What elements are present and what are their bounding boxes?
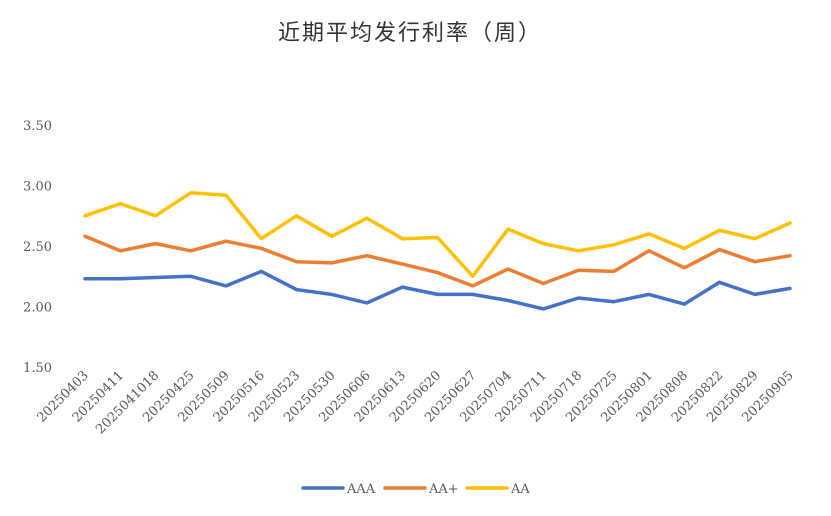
data-point [542, 307, 545, 311]
data-point [788, 221, 792, 225]
x-axis: 2025040320250411202504101820250425202505… [34, 368, 796, 437]
data-point [436, 271, 439, 274]
y-tick-label: 2.00 [23, 301, 52, 316]
data-point [154, 214, 157, 217]
data-point [542, 242, 545, 245]
series-layer [83, 191, 792, 311]
data-point [401, 262, 404, 266]
data-point [330, 235, 333, 238]
legend-label: AA [510, 482, 530, 497]
data-point [753, 260, 756, 263]
data-point [119, 277, 122, 280]
data-point [224, 284, 228, 288]
legend-label: AAA [346, 482, 376, 497]
data-point [365, 301, 369, 305]
data-point [154, 242, 157, 245]
data-point [683, 302, 686, 306]
data-point [471, 284, 474, 288]
data-point [260, 237, 263, 240]
data-point [436, 236, 439, 239]
data-point [401, 237, 404, 240]
data-point [788, 254, 792, 257]
y-axis: 1.50 2.00 2.50 3.00 3.50 [23, 119, 52, 376]
legend: AAA AA+ AA [301, 482, 530, 497]
data-point [718, 229, 721, 232]
data-point [753, 237, 756, 240]
data-point [506, 299, 510, 302]
data-point [542, 282, 545, 285]
data-point [471, 275, 474, 278]
data-point [83, 235, 87, 238]
data-point [295, 260, 298, 263]
data-point [612, 243, 615, 246]
data-point [295, 214, 298, 217]
data-point [295, 288, 298, 291]
data-point [189, 191, 192, 194]
y-tick-label: 1.50 [23, 361, 52, 376]
data-point [189, 249, 192, 253]
data-point [647, 249, 651, 253]
data-point [577, 249, 580, 253]
data-point [753, 293, 756, 296]
data-point [718, 281, 721, 284]
data-point [189, 275, 192, 278]
data-point [260, 247, 263, 250]
series-line-aa [83, 191, 792, 279]
data-point [683, 247, 686, 250]
data-point [612, 300, 615, 303]
y-tick-label: 3.50 [23, 119, 52, 134]
data-point [224, 193, 228, 197]
chart-title: 近期平均发行利率（周） [278, 21, 542, 46]
data-point [83, 277, 87, 280]
data-point [577, 269, 580, 272]
data-point [224, 239, 228, 243]
data-point [577, 296, 580, 300]
data-point [647, 232, 651, 236]
data-point [119, 249, 122, 253]
legend-label: AA+ [428, 482, 459, 497]
y-tick-label: 3.00 [23, 180, 52, 195]
data-point [612, 270, 615, 273]
data-point [365, 254, 369, 257]
data-point [718, 248, 721, 251]
data-point [83, 214, 87, 217]
data-point [506, 267, 510, 271]
data-point [330, 261, 333, 265]
data-point [330, 293, 333, 296]
data-point [647, 293, 651, 296]
data-point [683, 266, 686, 269]
data-point [365, 216, 369, 220]
data-point [119, 202, 122, 205]
series-line-aa-plus [83, 234, 792, 288]
data-point [260, 270, 263, 273]
data-point [154, 276, 157, 279]
data-point [506, 227, 510, 231]
data-point [401, 285, 404, 289]
data-point [471, 293, 474, 296]
data-point [788, 287, 792, 290]
y-tick-label: 2.50 [23, 240, 52, 255]
data-point [436, 293, 439, 296]
